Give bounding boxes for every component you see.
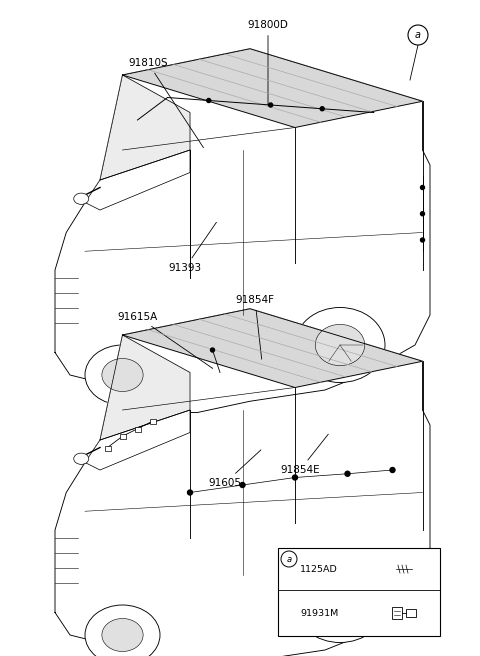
Polygon shape [55,309,430,656]
FancyBboxPatch shape [406,609,416,617]
Circle shape [420,212,424,216]
Circle shape [345,471,350,476]
Polygon shape [100,75,190,180]
Ellipse shape [315,324,365,365]
Text: 91931M: 91931M [300,609,338,617]
Polygon shape [85,410,190,470]
FancyBboxPatch shape [105,445,110,451]
Ellipse shape [74,193,89,205]
Circle shape [207,98,211,102]
Polygon shape [85,150,190,210]
Bar [278,548,440,636]
Polygon shape [122,309,422,388]
Polygon shape [100,335,190,440]
Ellipse shape [85,345,160,405]
Text: 91605: 91605 [208,450,261,488]
Text: 91393: 91393 [168,222,216,273]
Circle shape [420,186,424,190]
FancyBboxPatch shape [120,434,125,440]
Ellipse shape [315,584,365,626]
Circle shape [292,475,298,480]
Text: 1125AD: 1125AD [300,565,338,575]
Circle shape [211,348,215,352]
Text: a: a [415,30,421,40]
Circle shape [281,551,297,567]
Text: 91854E: 91854E [280,434,328,475]
Text: 91854F: 91854F [236,295,275,359]
Polygon shape [55,49,430,413]
Text: 91800D: 91800D [248,20,288,105]
Circle shape [390,468,395,472]
FancyBboxPatch shape [149,419,156,424]
FancyBboxPatch shape [392,607,402,619]
Ellipse shape [102,358,143,392]
Circle shape [320,107,324,111]
Circle shape [269,103,273,107]
Circle shape [240,483,245,487]
Polygon shape [122,49,422,127]
Circle shape [408,25,428,45]
Ellipse shape [102,619,143,651]
Text: 91615A: 91615A [118,312,213,369]
Text: a: a [287,554,291,564]
FancyBboxPatch shape [134,427,141,432]
Ellipse shape [74,453,89,464]
Ellipse shape [295,308,385,382]
Ellipse shape [85,605,160,656]
Circle shape [420,238,424,242]
Ellipse shape [295,567,385,642]
Circle shape [188,490,192,495]
Text: 91810S: 91810S [128,58,204,148]
